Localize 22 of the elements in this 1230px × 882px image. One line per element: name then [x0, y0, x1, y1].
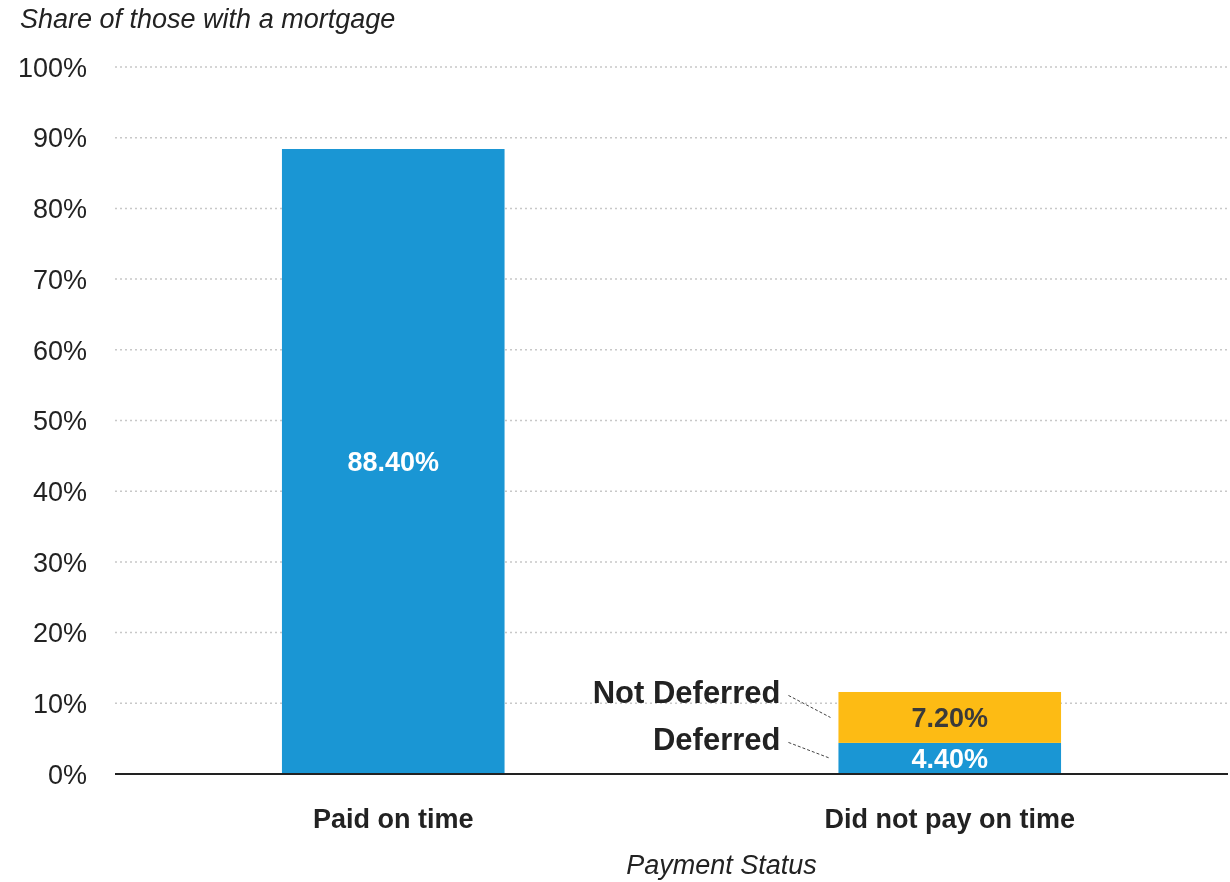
bar [838, 691, 1062, 743]
y-tick-label: 100% [17, 52, 87, 83]
y-tick-label: 60% [32, 335, 87, 366]
bar [281, 149, 505, 774]
y-tick-label: 50% [32, 406, 87, 437]
y-tick-label: 30% [32, 547, 87, 578]
x-tick-label: Did not pay on time [824, 804, 1076, 834]
y-tick-label: 40% [32, 476, 87, 507]
y-tick-label: 90% [32, 123, 87, 154]
y-tick-label: 10% [32, 689, 87, 720]
y-tick-label: 70% [32, 264, 87, 295]
data-label: 7.20% [911, 703, 989, 734]
y-axis-title: Share of those with a mortgage [20, 4, 396, 34]
data-label: 4.40% [911, 744, 989, 775]
series-label: Not Deferred [592, 675, 781, 711]
x-axis-title: Payment Status [626, 850, 817, 880]
y-tick-label: 20% [32, 618, 87, 649]
y-tick-label: 80% [32, 194, 87, 225]
series-label: Deferred [652, 722, 781, 758]
x-tick-label: Paid on time [312, 804, 474, 834]
y-tick-label: 0% [47, 759, 87, 790]
data-label: 88.40% [347, 447, 440, 478]
